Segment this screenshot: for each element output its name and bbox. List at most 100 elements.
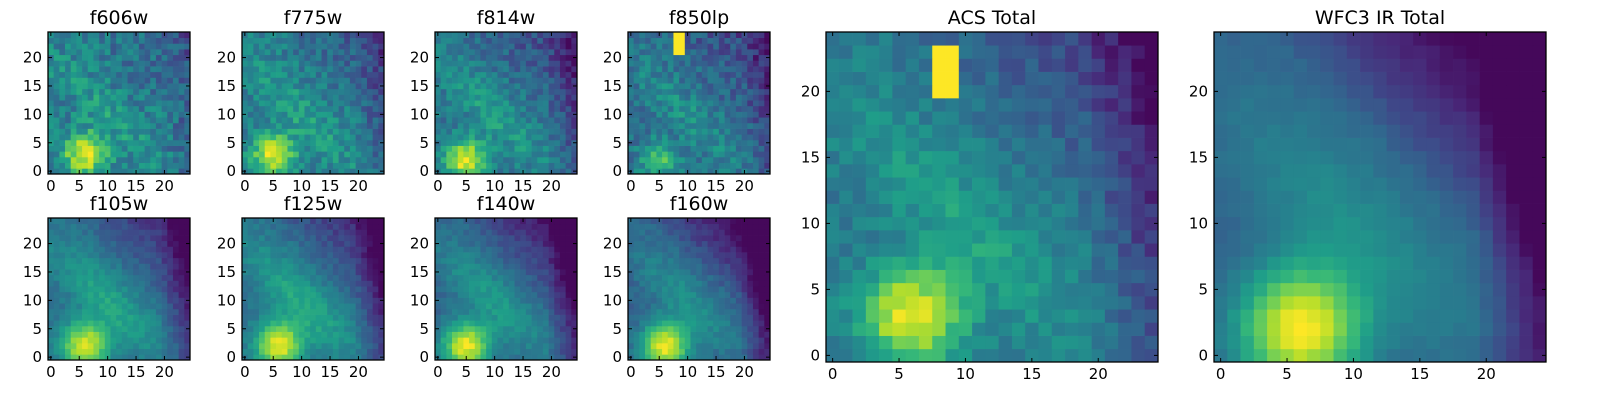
heatmap-cell <box>440 337 447 344</box>
heatmap-cell <box>741 94 748 101</box>
heatmap-cell <box>247 94 254 101</box>
heatmap-cell <box>701 37 708 44</box>
heatmap-cell <box>121 348 128 355</box>
heatmap-cell <box>76 88 83 95</box>
heatmap-cell <box>87 337 94 344</box>
heatmap-cell <box>752 71 759 78</box>
heatmap-cell <box>758 320 765 327</box>
heatmap-cell <box>110 162 117 169</box>
heatmap-cell <box>446 88 453 95</box>
heatmap-cell <box>321 348 328 355</box>
heatmap-cell <box>110 269 117 276</box>
heatmap-cell <box>293 354 300 361</box>
heatmap-cell <box>310 32 317 39</box>
heatmap-cell <box>531 122 538 129</box>
heatmap-cell <box>662 60 669 67</box>
heatmap-cell <box>293 246 300 253</box>
heatmap-cell <box>752 274 759 281</box>
heatmap-cell <box>344 83 351 90</box>
heatmap-cell <box>452 269 459 276</box>
heatmap-cell <box>93 37 100 44</box>
heatmap-cell <box>378 117 385 124</box>
heatmap-cell <box>662 314 669 321</box>
heatmap-cell <box>184 246 191 253</box>
heatmap-cell <box>378 134 385 141</box>
heatmap-cell <box>673 348 680 355</box>
heatmap-cell <box>469 320 476 327</box>
heatmap-cell <box>537 66 544 73</box>
heatmap-cell <box>747 49 754 56</box>
heatmap-cell <box>327 128 334 135</box>
heatmap-cell <box>127 337 134 344</box>
heatmap-cell <box>565 139 572 146</box>
heatmap-cell <box>548 162 555 169</box>
heatmap-cell <box>344 162 351 169</box>
heatmap-cell <box>679 162 686 169</box>
heatmap-cell <box>713 139 720 146</box>
heatmap-cell <box>633 314 640 321</box>
x-tick-label: 0 <box>240 177 250 195</box>
heatmap-cell <box>446 342 453 349</box>
heatmap-cell <box>730 151 737 158</box>
heatmap-cell <box>554 43 561 50</box>
heatmap-cell <box>537 291 544 298</box>
heatmap-cell <box>469 252 476 259</box>
heatmap-cell <box>469 235 476 242</box>
heatmap-cell <box>474 303 481 310</box>
heatmap-cell <box>82 128 89 135</box>
heatmap-cell <box>690 156 697 163</box>
heatmap-cell <box>133 252 140 259</box>
heatmap-cell <box>650 291 657 298</box>
heatmap-cell <box>696 139 703 146</box>
heatmap-cell <box>372 66 379 73</box>
heatmap-cell <box>508 54 515 61</box>
x-tick-label: 10 <box>678 177 697 195</box>
heatmap-cell <box>121 37 128 44</box>
heatmap-cell <box>276 303 283 310</box>
heatmap-cell <box>247 156 254 163</box>
heatmap-cell <box>65 105 72 112</box>
heatmap-cell <box>650 151 657 158</box>
heatmap-cell <box>344 354 351 361</box>
heatmap-cell <box>480 252 487 259</box>
heatmap-cell <box>99 43 106 50</box>
heatmap-cell <box>304 83 311 90</box>
heatmap-cell <box>548 246 555 253</box>
heatmap-cell <box>150 280 157 287</box>
heatmap-cell <box>741 60 748 67</box>
heatmap-cell <box>259 354 266 361</box>
heatmap-cell <box>150 37 157 44</box>
heatmap-cell <box>656 145 663 152</box>
heatmap-cell <box>161 122 168 129</box>
heatmap-cell <box>304 337 311 344</box>
heatmap-cell <box>332 43 339 50</box>
heatmap-cell <box>93 337 100 344</box>
heatmap-cell <box>571 223 578 230</box>
heatmap-cell <box>690 303 697 310</box>
heatmap-cell <box>463 308 470 315</box>
heatmap-cell <box>667 117 674 124</box>
heatmap-cell <box>133 274 140 281</box>
heatmap-cell <box>559 240 566 247</box>
heatmap-cell <box>281 223 288 230</box>
heatmap-cell <box>440 308 447 315</box>
heatmap-cell <box>730 111 737 118</box>
heatmap-cell <box>150 145 157 152</box>
heatmap-cell <box>735 145 742 152</box>
heatmap-cell <box>259 240 266 247</box>
heatmap-cell <box>150 105 157 112</box>
heatmap-cell <box>281 303 288 310</box>
heatmap-cell <box>378 223 385 230</box>
heatmap-cell <box>253 77 260 84</box>
heatmap-cell <box>310 49 317 56</box>
heatmap-cell <box>752 83 759 90</box>
heatmap-cell <box>332 223 339 230</box>
heatmap-cell <box>332 235 339 242</box>
heatmap-cell <box>571 257 578 264</box>
heatmap-cell <box>293 235 300 242</box>
heatmap-cell <box>310 105 317 112</box>
heatmap-cell <box>525 145 532 152</box>
heatmap-cell <box>480 348 487 355</box>
heatmap-cell <box>645 117 652 124</box>
heatmap-cell <box>242 252 249 259</box>
